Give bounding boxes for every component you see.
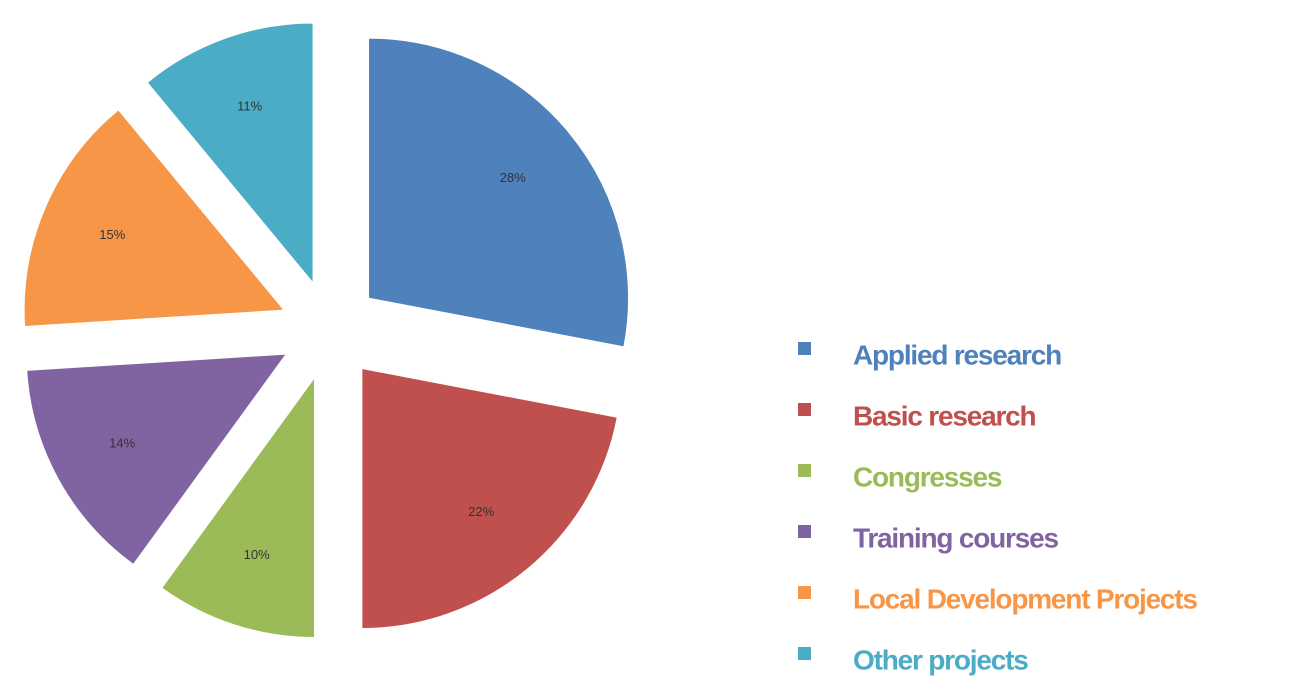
pie-slice xyxy=(368,37,630,348)
legend-label: Applied research xyxy=(853,339,1061,370)
value-label: 10% xyxy=(244,547,270,562)
legend-label: Other projects xyxy=(853,644,1028,675)
legend-marker xyxy=(798,342,811,355)
legend-marker xyxy=(798,464,811,477)
legend-label: Training courses xyxy=(853,522,1058,553)
value-label: 15% xyxy=(99,227,125,242)
value-label: 11% xyxy=(237,98,262,113)
legend-marker xyxy=(798,403,811,416)
pie-slice xyxy=(161,376,316,639)
legend-marker xyxy=(798,586,811,599)
pie-slice xyxy=(146,22,314,285)
pie-slice xyxy=(23,109,286,327)
value-label: 14% xyxy=(109,436,135,451)
value-label: 22% xyxy=(468,504,494,519)
value-label: 28% xyxy=(500,170,526,185)
pie-slice xyxy=(361,367,618,630)
legend-label: Local Development Projects xyxy=(853,583,1197,614)
pie-slice xyxy=(26,353,288,566)
legend-label: Basic research xyxy=(853,400,1036,431)
legend-label: Congresses xyxy=(853,461,1002,492)
legend-marker xyxy=(798,525,811,538)
legend-marker xyxy=(798,647,811,660)
